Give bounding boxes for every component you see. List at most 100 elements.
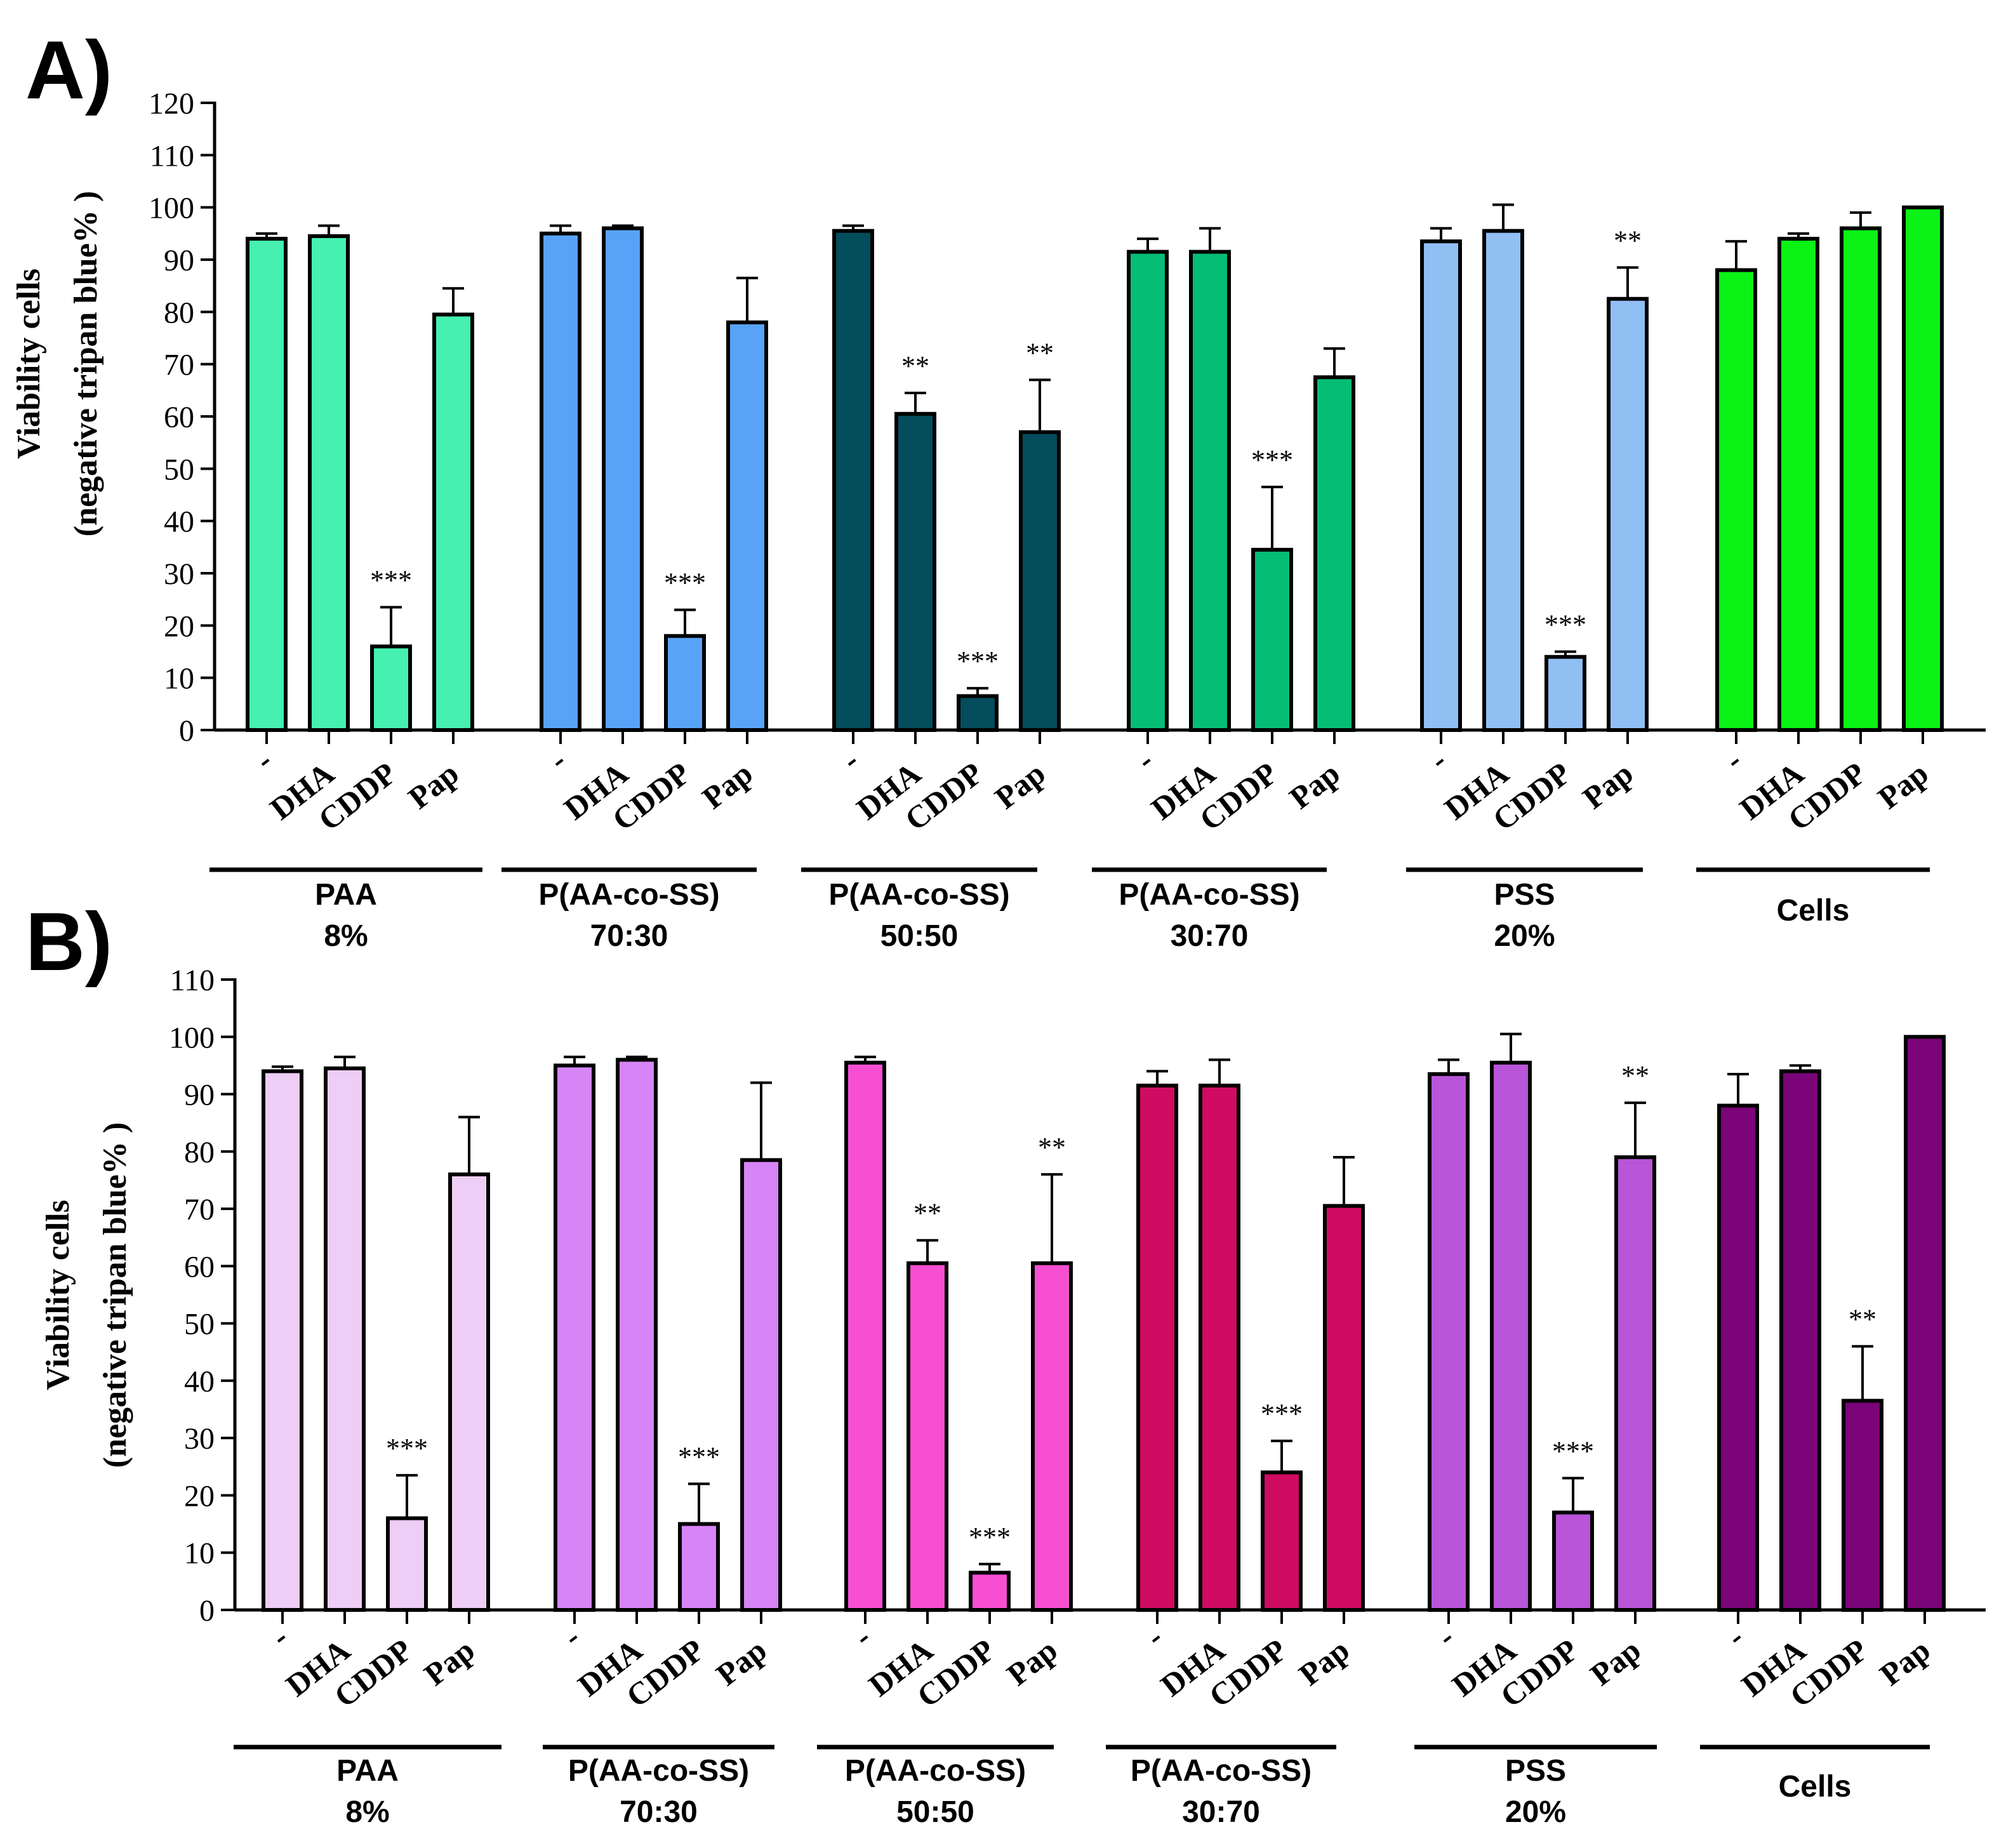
y-tick-label: 70 bbox=[184, 1193, 215, 1226]
bar bbox=[1313, 375, 1355, 732]
bar bbox=[1019, 430, 1061, 732]
y-axis-subtitle: (negative tripan blue% ) bbox=[97, 1122, 133, 1468]
bar bbox=[1544, 655, 1586, 732]
bar bbox=[1840, 226, 1882, 733]
bar bbox=[616, 1058, 658, 1612]
y-tick-label: 90 bbox=[164, 244, 194, 277]
bar bbox=[1777, 237, 1819, 733]
bar bbox=[1482, 229, 1524, 732]
significance-label: *** bbox=[1261, 1399, 1303, 1430]
bar bbox=[957, 694, 999, 732]
bar bbox=[1715, 268, 1757, 732]
bar bbox=[969, 1571, 1011, 1612]
bar bbox=[740, 1158, 782, 1612]
y-tick-label: 100 bbox=[149, 192, 194, 225]
bar bbox=[678, 1522, 720, 1612]
group-sublabel: 20% bbox=[1505, 1795, 1566, 1829]
significance-label: *** bbox=[1544, 609, 1586, 641]
group-sublabel: 50:50 bbox=[896, 1795, 974, 1829]
significance-label: ** bbox=[1849, 1304, 1876, 1335]
panel-label: B) bbox=[25, 895, 112, 988]
bar bbox=[1136, 1084, 1178, 1612]
y-tick-label: 20 bbox=[164, 609, 194, 643]
y-tick-label: 60 bbox=[164, 401, 194, 434]
y-tick-label: 60 bbox=[184, 1250, 215, 1284]
significance-label: ** bbox=[901, 350, 929, 382]
bar bbox=[1614, 1155, 1656, 1612]
group-label: P(AA-co-SS) bbox=[845, 1754, 1026, 1788]
y-tick-label: 110 bbox=[150, 139, 194, 173]
bar bbox=[1199, 1084, 1240, 1612]
bar bbox=[1031, 1261, 1073, 1612]
y-tick-label: 120 bbox=[149, 87, 194, 121]
group-label: Cells bbox=[1779, 1770, 1852, 1804]
y-tick-label: 100 bbox=[169, 1021, 215, 1054]
bar bbox=[907, 1261, 948, 1612]
y-tick-label: 20 bbox=[184, 1479, 215, 1513]
bar bbox=[1428, 1072, 1470, 1612]
bar bbox=[448, 1172, 490, 1612]
significance-label: *** bbox=[678, 1441, 720, 1472]
bar bbox=[1490, 1060, 1532, 1612]
group-label: Cells bbox=[1777, 894, 1850, 927]
significance-label: ** bbox=[913, 1198, 941, 1229]
y-tick-label: 0 bbox=[179, 714, 194, 748]
y-tick-label: 30 bbox=[184, 1422, 215, 1456]
bar bbox=[308, 234, 350, 732]
y-tick-label: 40 bbox=[164, 505, 194, 539]
significance-label: *** bbox=[370, 565, 412, 596]
significance-label: ** bbox=[1026, 337, 1054, 368]
panel-label: A) bbox=[25, 23, 112, 116]
group-sublabel: 30:70 bbox=[1182, 1795, 1260, 1829]
significance-label: *** bbox=[957, 646, 999, 677]
significance-label: *** bbox=[969, 1522, 1011, 1553]
bar bbox=[832, 229, 874, 732]
bar bbox=[602, 226, 644, 733]
group-label: P(AA-co-SS) bbox=[1131, 1754, 1312, 1788]
panel-b: B) Viability cells (negative tripan blue% … bbox=[25, 895, 1986, 1829]
group-label: PSS bbox=[1505, 1754, 1566, 1788]
group-sublabel: 70:30 bbox=[590, 919, 668, 953]
y-tick-label: 50 bbox=[184, 1308, 215, 1341]
y-tick-label: 50 bbox=[164, 453, 194, 486]
bar bbox=[1902, 205, 1944, 732]
y-tick-label: 40 bbox=[184, 1365, 215, 1399]
significance-label: ** bbox=[1038, 1132, 1066, 1163]
group-sublabel: 8% bbox=[345, 1795, 389, 1829]
bar bbox=[1420, 239, 1462, 732]
y-tick-label: 10 bbox=[164, 662, 194, 696]
bar bbox=[1607, 296, 1649, 732]
bar bbox=[664, 634, 706, 732]
bar bbox=[1189, 249, 1231, 732]
bar bbox=[1904, 1035, 1946, 1612]
group-sublabel: 20% bbox=[1494, 919, 1555, 953]
group-sublabel: 70:30 bbox=[620, 1795, 698, 1829]
group-label: P(AA-co-SS) bbox=[538, 878, 719, 912]
significance-label: ** bbox=[1614, 225, 1642, 256]
bar bbox=[1552, 1510, 1594, 1612]
bar bbox=[726, 320, 768, 732]
bar bbox=[1323, 1204, 1365, 1612]
bar bbox=[324, 1066, 366, 1612]
bar bbox=[844, 1060, 886, 1612]
significance-label: *** bbox=[386, 1433, 428, 1464]
y-tick-label: 90 bbox=[184, 1079, 215, 1112]
group-sublabel: 50:50 bbox=[880, 919, 959, 953]
y-tick-label: 80 bbox=[184, 1136, 215, 1169]
bar bbox=[262, 1069, 303, 1612]
significance-label: ** bbox=[1621, 1060, 1649, 1091]
significance-label: *** bbox=[1552, 1435, 1594, 1466]
significance-label: *** bbox=[1251, 444, 1293, 475]
significance-label: *** bbox=[664, 568, 706, 599]
y-tick-label: 80 bbox=[164, 296, 194, 329]
y-tick-label: 30 bbox=[164, 557, 194, 591]
y-tick-label: 0 bbox=[199, 1594, 215, 1628]
y-axis-subtitle: (negative tripan blue% ) bbox=[68, 191, 104, 537]
y-tick-label: 10 bbox=[184, 1537, 215, 1571]
group-label: PAA bbox=[336, 1754, 399, 1788]
